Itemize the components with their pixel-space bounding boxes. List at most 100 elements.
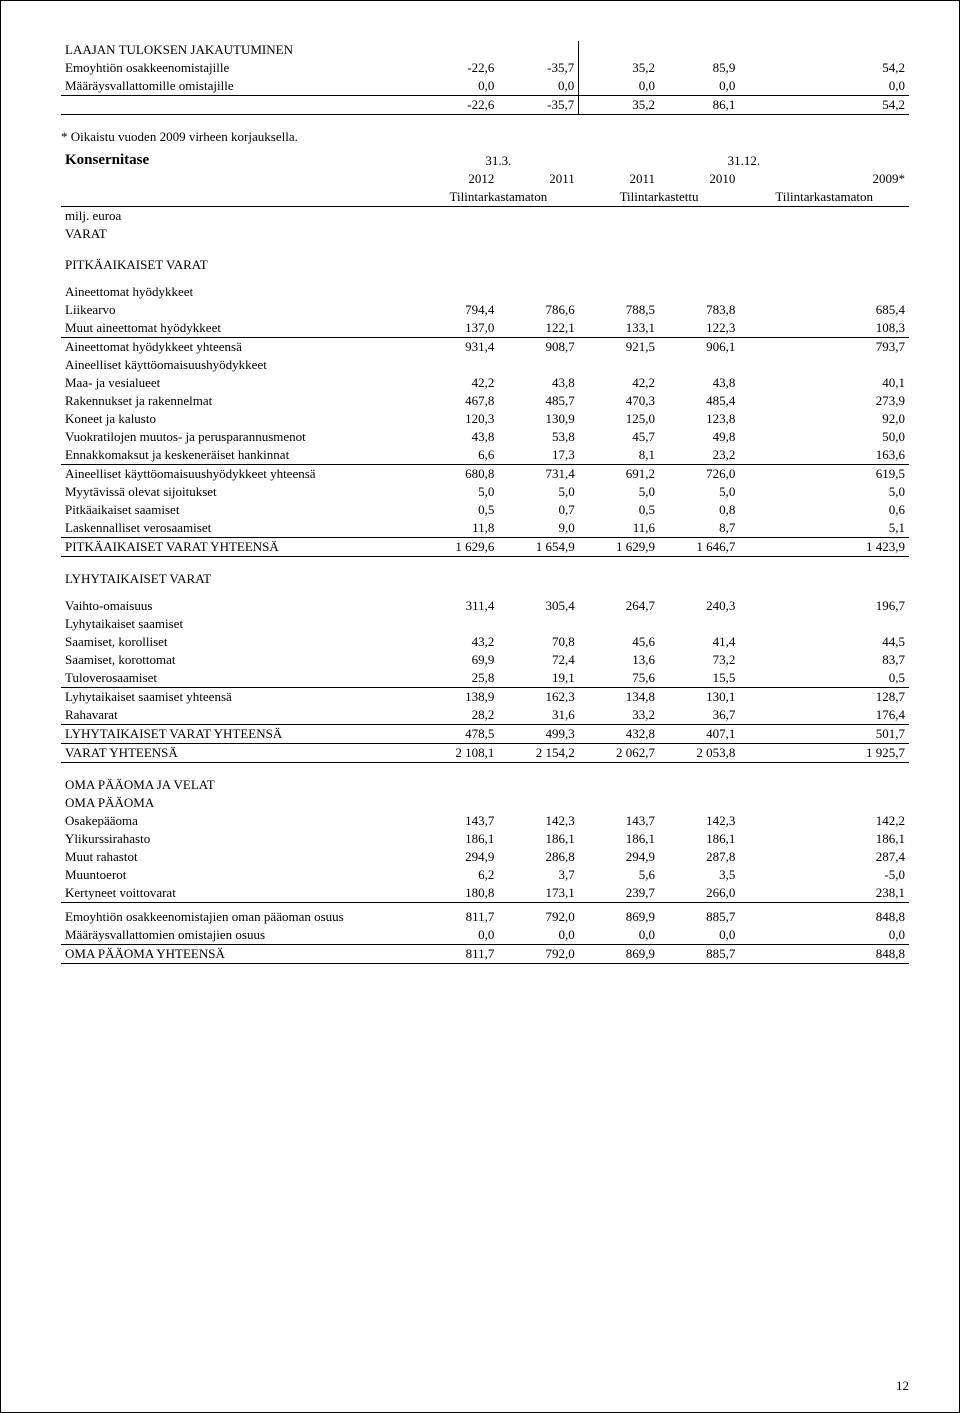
cell: 142,3 — [498, 812, 578, 830]
pitkavarat-table: PITKÄAIKAISET VARAT Aineettomat hyödykke… — [61, 243, 909, 557]
cell: 33,2 — [579, 706, 659, 725]
cell: 143,7 — [418, 812, 498, 830]
cell: 1 646,7 — [659, 538, 739, 557]
cell: 1 629,6 — [418, 538, 498, 557]
cell: 43,8 — [659, 374, 739, 392]
cell: 908,7 — [498, 338, 578, 357]
cell: 108,3 — [739, 319, 909, 338]
cell: 36,7 — [659, 706, 739, 725]
cell: 0,5 — [739, 669, 909, 688]
cell: 5,0 — [579, 483, 659, 501]
cell: 0,0 — [498, 77, 578, 96]
cell: 238,1 — [739, 884, 909, 903]
cell: 15,5 — [659, 669, 739, 688]
cell: 75,6 — [579, 669, 659, 688]
cell: 45,6 — [579, 633, 659, 651]
unit-label: milj. euroa — [61, 207, 418, 226]
cell: 931,4 — [418, 338, 498, 357]
cell: 811,7 — [418, 945, 498, 964]
cell: 470,3 — [579, 392, 659, 410]
date-header: 31.12. — [579, 151, 909, 170]
cell: 794,4 — [418, 301, 498, 319]
cell: -35,7 — [498, 96, 578, 115]
cell: 186,1 — [739, 830, 909, 848]
row-label: Osakepääoma — [61, 812, 418, 830]
cell: 54,2 — [739, 96, 909, 115]
cell: 0,0 — [659, 77, 739, 96]
cell: 40,1 — [739, 374, 909, 392]
cell: 42,2 — [579, 374, 659, 392]
cell: 5,1 — [739, 519, 909, 538]
cell: 240,3 — [659, 588, 739, 615]
section-title: PITKÄAIKAISET VARAT — [61, 243, 909, 274]
cell: 180,8 — [418, 884, 498, 903]
cell: 0,0 — [579, 77, 659, 96]
cell: 5,0 — [659, 483, 739, 501]
row-label: Määräysvallattomille omistajille — [61, 77, 418, 96]
cell: -5,0 — [739, 866, 909, 884]
lyhytvarat-table: LYHYTAIKAISET VARAT Vaihto-omaisuus311,4… — [61, 557, 909, 763]
cell: 478,5 — [418, 725, 498, 744]
cell: 432,8 — [579, 725, 659, 744]
cell: 138,9 — [418, 688, 498, 707]
cell: 130,1 — [659, 688, 739, 707]
row-label: Muuntoerot — [61, 866, 418, 884]
row-label: Tuloverosaamiset — [61, 669, 418, 688]
cell: 0,0 — [739, 77, 909, 96]
cell: 43,2 — [418, 633, 498, 651]
top-title: LAAJAN TULOKSEN JAKAUTUMINEN — [61, 41, 418, 59]
row-label: Rahavarat — [61, 706, 418, 725]
cell: 273,9 — [739, 392, 909, 410]
cell: 25,8 — [418, 669, 498, 688]
cell: 143,7 — [579, 812, 659, 830]
cell: 311,4 — [418, 588, 498, 615]
cell: -22,6 — [418, 96, 498, 115]
year: 2011 — [579, 170, 659, 188]
cell: 85,9 — [659, 59, 739, 77]
row-label: Vaihto-omaisuus — [61, 588, 418, 615]
cell: 142,3 — [659, 812, 739, 830]
cell: 8,1 — [579, 446, 659, 465]
row-label: VARAT YHTEENSÄ — [61, 744, 418, 763]
cell: 264,7 — [579, 588, 659, 615]
date-header: 31.3. — [418, 151, 579, 170]
cell: 35,2 — [579, 59, 659, 77]
cell: 53,8 — [498, 428, 578, 446]
cell: 9,0 — [498, 519, 578, 538]
cell: 128,7 — [739, 688, 909, 707]
cell: 811,7 — [418, 903, 498, 927]
cell: 41,4 — [659, 633, 739, 651]
cell: 8,7 — [659, 519, 739, 538]
footnote: * Oikaistu vuoden 2009 virheen korjaukse… — [61, 129, 909, 145]
row-label: Rakennukset ja rakennelmat — [61, 392, 418, 410]
row-label: Ennakkomaksut ja keskeneräiset hankinnat — [61, 446, 418, 465]
row-label: Laskennalliset verosaamiset — [61, 519, 418, 538]
page-container: LAAJAN TULOKSEN JAKAUTUMINEN Emoyhtiön o… — [0, 0, 960, 1413]
cell: 42,2 — [418, 374, 498, 392]
cell: 186,1 — [659, 830, 739, 848]
cell: 92,0 — [739, 410, 909, 428]
row-label: Saamiset, korottomat — [61, 651, 418, 669]
cell: 1 654,9 — [498, 538, 578, 557]
cell: 1 423,9 — [739, 538, 909, 557]
row-label: Ylikurssirahasto — [61, 830, 418, 848]
page-number: 12 — [896, 1378, 909, 1394]
cell: 123,8 — [659, 410, 739, 428]
cell: 3,7 — [498, 866, 578, 884]
year: 2011 — [498, 170, 578, 188]
cell: 45,7 — [579, 428, 659, 446]
row-label: Saamiset, korolliset — [61, 633, 418, 651]
year: 2012 — [418, 170, 498, 188]
cell: 485,4 — [659, 392, 739, 410]
cell: 31,6 — [498, 706, 578, 725]
cell: 0,7 — [498, 501, 578, 519]
cell: 294,9 — [579, 848, 659, 866]
cell: 86,1 — [659, 96, 739, 115]
cell: 23,2 — [659, 446, 739, 465]
cell: 6,6 — [418, 446, 498, 465]
cell: 0,0 — [418, 926, 498, 945]
omapaaoma-table: OMA PÄÄOMA JA VELAT OMA PÄÄOMA Osakepääo… — [61, 763, 909, 964]
row-label: Lyhytaikaiset saamiset yhteensä — [61, 688, 418, 707]
cell: 921,5 — [579, 338, 659, 357]
cell: 287,8 — [659, 848, 739, 866]
